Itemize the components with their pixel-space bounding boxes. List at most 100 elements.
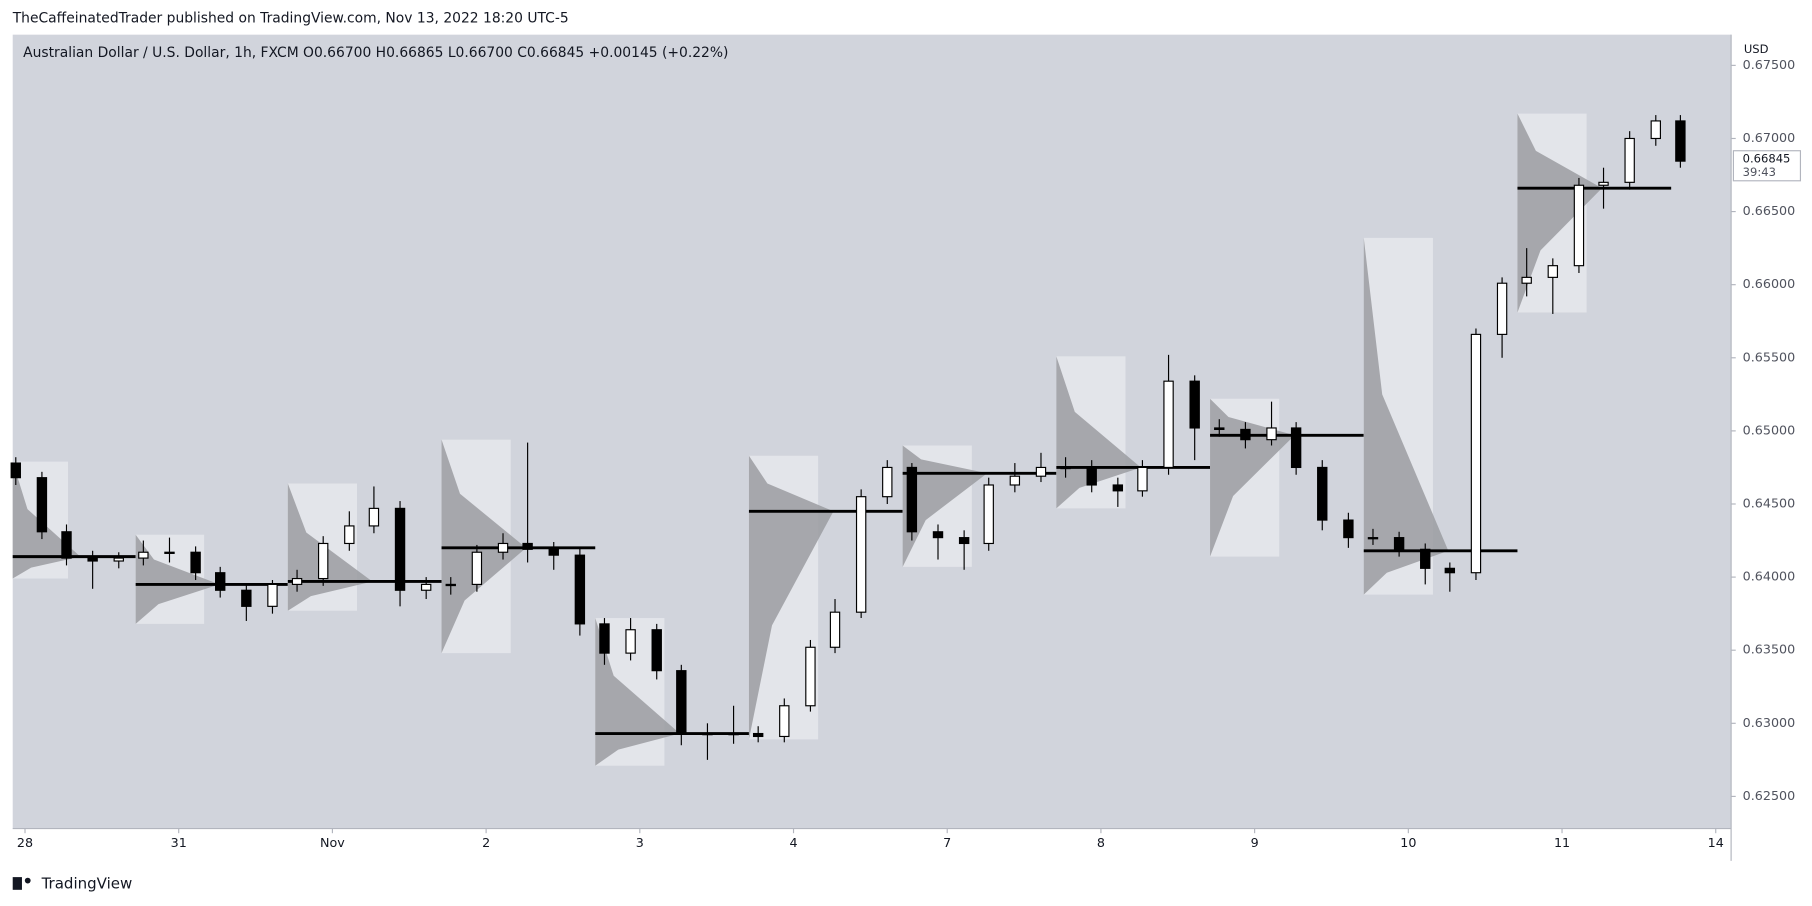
candle-body [1060,466,1071,470]
candle-body [752,732,764,738]
candle-body [317,542,329,580]
chart-pane [12,34,1732,829]
candle-body [1367,537,1379,540]
candle-body [906,466,918,533]
volume-profile [441,439,527,654]
candle-body [1598,181,1609,186]
y-tick-label: 0.64000 [1743,569,1796,584]
candle-body [676,670,687,735]
candle-body [445,583,456,587]
candle-body [1240,428,1251,441]
y-tick-label: 0.65000 [1743,422,1796,437]
x-tick-label: 8 [1097,835,1105,850]
candle-body [1035,466,1047,477]
candle-body [1470,333,1482,574]
candle-body [1573,184,1585,267]
x-tick-label: 28 [17,835,33,850]
candle-body [1214,427,1225,431]
y-tick-label: 0.63000 [1743,715,1796,730]
y-tick-label: 0.62500 [1743,788,1796,803]
candle-body [728,732,739,736]
candle-body [983,484,994,545]
y-tick-label: 0.67500 [1743,57,1796,72]
candle-body [855,496,867,613]
currency-label: USD [1744,42,1769,56]
volume-profile [135,534,220,624]
x-tick-label: 7 [943,835,951,850]
candle-body [394,507,406,591]
candle-body [1266,427,1277,441]
candle-body [1420,548,1431,569]
candle-body [702,732,713,736]
candle-body [87,557,98,562]
candle-body [1393,537,1405,550]
candle-body [61,531,72,559]
candle-body [625,629,636,654]
candle-body [829,611,841,648]
chart-title: Australian Dollar / U.S. Dollar, 1h, FXC… [23,45,728,61]
candle-body [368,507,380,527]
candle-body [522,542,533,550]
candle-body [1086,466,1097,486]
volume-profile [1056,356,1141,509]
volume-profile [1363,237,1449,595]
candle-body [267,583,278,607]
candle-body [344,525,355,545]
y-tick-label: 0.63500 [1743,642,1796,657]
x-tick-label: 31 [171,835,187,850]
candle-body [932,531,944,539]
candle-body [1009,475,1021,486]
candle-body [548,548,559,556]
candle-body [1444,567,1456,574]
candle-body [1163,380,1174,469]
x-tick-label: 9 [1251,835,1259,850]
y-tick-label: 0.65500 [1743,349,1796,364]
candle-body [779,705,790,738]
candle-body [190,551,201,574]
y-tick-label: 0.66500 [1743,203,1796,218]
x-tick-label: 2 [482,835,490,850]
candle-body [215,572,226,591]
candle-body [420,583,432,591]
x-tick-label: 4 [789,835,797,850]
candle-body [1137,466,1148,492]
y-tick-label: 0.67000 [1743,130,1796,145]
plot: 0.62500 0.63000 0.63500 0.64000 0.64500 0.650… [10,57,1802,850]
candle-body [1675,120,1686,162]
candle-body [958,537,970,545]
candle-body [574,554,586,625]
candle-body [1317,466,1328,521]
footer-brand: TradingView [41,875,133,893]
volume-profile [902,445,988,567]
candle-body [164,551,175,554]
candle-body [1521,276,1532,284]
last-price-box [1732,150,1802,182]
candle-body [471,551,483,585]
candle-body [241,589,252,607]
candle-body [1547,265,1559,278]
candle-body [1624,137,1635,183]
candle-body [113,557,124,562]
candle-body [1343,519,1354,539]
x-tick-label: 14 [1708,835,1724,850]
candle-body [651,629,662,672]
x-tick-label: Nov [320,835,345,850]
x-tick-label: 3 [636,835,644,850]
candle-body [1290,427,1302,469]
countdown-label: 39:43 [1743,165,1776,179]
candle-body [138,551,149,559]
candle-body [36,477,48,533]
y-tick-label: 0.66000 [1743,276,1796,291]
candle-body [1496,282,1508,335]
x-tick-label: 10 [1400,835,1416,850]
candle-body [497,542,509,553]
publish-header: TheCaffeinatedTrader published on Tradin… [12,10,569,26]
logo [12,877,31,890]
volume-profile [287,483,373,611]
volume-profile [748,455,834,740]
candle-body [599,623,610,654]
y-tick-label: 0.64500 [1743,495,1796,510]
x-tick-label: 11 [1554,835,1570,850]
volume-profile [1517,113,1602,313]
candle-body [1112,484,1124,492]
